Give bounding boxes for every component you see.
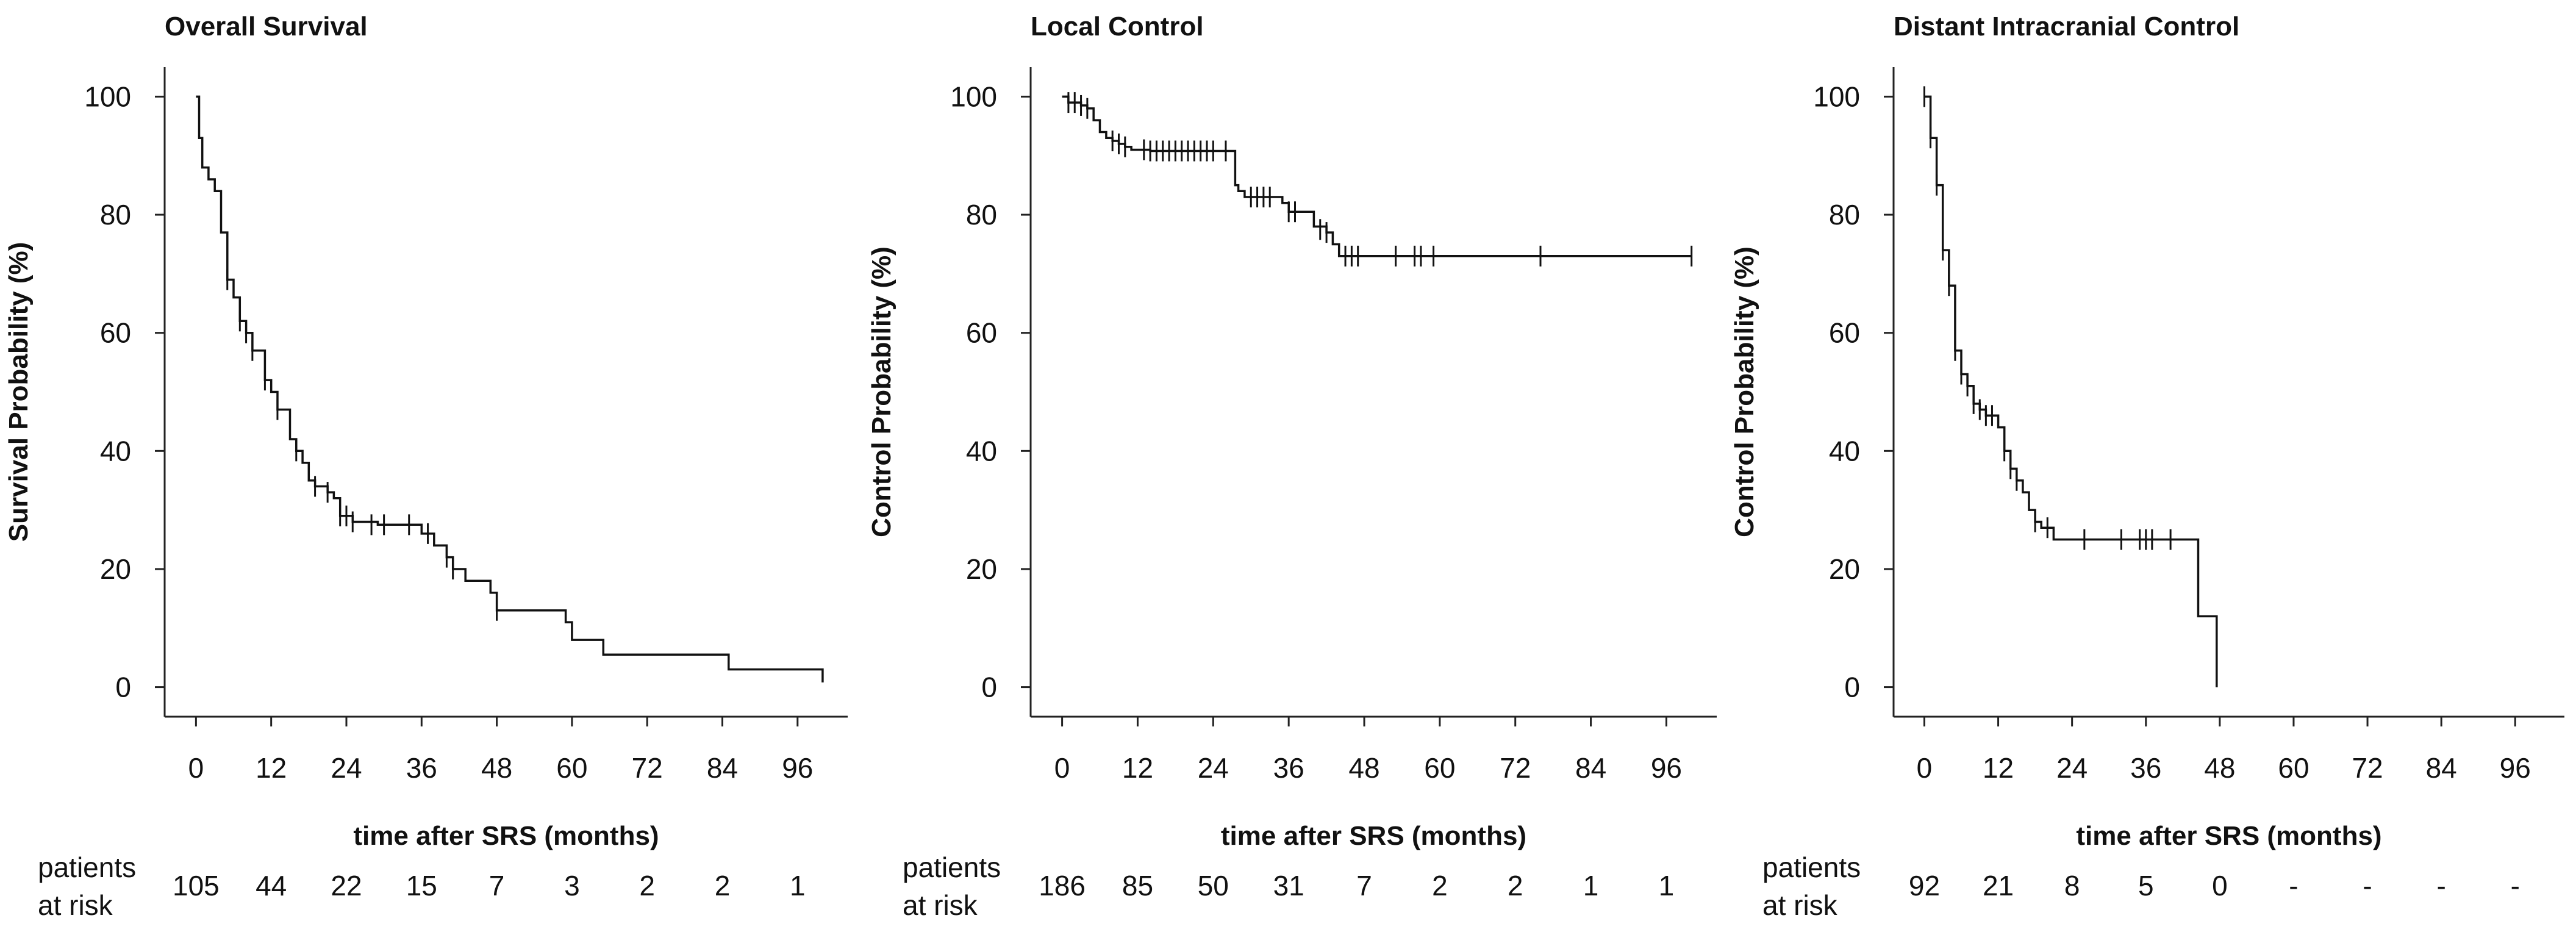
x-tick-label: 24 <box>2056 752 2088 784</box>
chart-title: Overall Survival <box>165 12 368 41</box>
at-risk-count: 1 <box>1583 870 1599 902</box>
at-risk-count: 15 <box>406 870 437 902</box>
y-tick-label: 40 <box>966 435 997 467</box>
chart-title: Distant Intracranial Control <box>1894 12 2239 41</box>
y-tick-label: 0 <box>981 672 997 703</box>
y-tick-label: 100 <box>1813 81 1860 112</box>
at-risk-label-line2: at risk <box>1762 889 1838 921</box>
at-risk-count: 1 <box>1659 870 1675 902</box>
x-tick-label: 12 <box>1122 752 1153 784</box>
at-risk-count: 105 <box>173 870 220 902</box>
at-risk-count: 31 <box>1273 870 1304 902</box>
at-risk-label-line2: at risk <box>903 889 978 921</box>
at-risk-count: 8 <box>2064 870 2080 902</box>
at-risk-count: 7 <box>1356 870 1372 902</box>
y-tick-label: 100 <box>950 81 997 112</box>
x-tick-label: 72 <box>1500 752 1531 784</box>
at-risk-count: 85 <box>1122 870 1153 902</box>
chart-title: Local Control <box>1031 12 1204 41</box>
x-tick-label: 36 <box>1273 752 1304 784</box>
at-risk-label-line1: patients <box>38 851 136 883</box>
x-tick-label: 60 <box>556 752 587 784</box>
at-risk-count: - <box>2363 870 2372 902</box>
x-tick-label: 96 <box>782 752 813 784</box>
x-tick-label: 72 <box>632 752 663 784</box>
x-tick-label: 48 <box>1348 752 1379 784</box>
y-tick-label: 20 <box>100 553 131 585</box>
x-tick-label: 0 <box>188 752 204 784</box>
x-tick-label: 60 <box>1424 752 1455 784</box>
y-tick-label: 0 <box>115 672 131 703</box>
y-tick-label: 80 <box>966 199 997 231</box>
x-tick-label: 48 <box>2204 752 2235 784</box>
at-risk-count: 3 <box>564 870 580 902</box>
y-tick-label: 0 <box>1844 672 1860 703</box>
y-tick-label: 80 <box>100 199 131 231</box>
x-tick-label: 72 <box>2352 752 2383 784</box>
at-risk-count: 2 <box>1508 870 1523 902</box>
at-risk-label-line2: at risk <box>38 889 113 921</box>
x-axis-title: time after SRS (months) <box>2076 821 2381 851</box>
at-risk-count: - <box>2289 870 2298 902</box>
x-tick-label: 84 <box>2426 752 2457 784</box>
x-tick-label: 96 <box>1651 752 1682 784</box>
at-risk-count: - <box>2437 870 2446 902</box>
x-tick-label: 12 <box>256 752 287 784</box>
x-tick-label: 84 <box>707 752 738 784</box>
at-risk-count: 2 <box>639 870 655 902</box>
y-axis-title: Survival Probability (%) <box>4 242 34 542</box>
at-risk-count: 2 <box>715 870 731 902</box>
x-tick-label: 12 <box>1983 752 2014 784</box>
at-risk-label-line1: patients <box>903 851 1001 883</box>
km-survival-curve <box>1924 95 2218 687</box>
x-tick-label: 48 <box>481 752 512 784</box>
y-tick-label: 80 <box>1829 199 1860 231</box>
y-tick-label: 40 <box>1829 435 1860 467</box>
y-tick-label: 20 <box>1829 553 1860 585</box>
at-risk-count: 22 <box>331 870 362 902</box>
chart-panel-1: Overall Survival020406080100010512442422… <box>4 12 848 921</box>
x-tick-label: 96 <box>2500 752 2531 784</box>
y-tick-label: 100 <box>84 81 131 112</box>
x-tick-label: 0 <box>1917 752 1933 784</box>
at-risk-count: 0 <box>2212 870 2228 902</box>
at-risk-count: 5 <box>2138 870 2154 902</box>
y-tick-label: 60 <box>100 317 131 349</box>
x-axis-title: time after SRS (months) <box>353 821 659 851</box>
at-risk-count: 7 <box>489 870 505 902</box>
at-risk-count: 1 <box>790 870 806 902</box>
chart-panel-2: Local Control020406080100018612852450363… <box>867 12 1717 921</box>
y-axis-title: Control Probability (%) <box>1730 246 1759 537</box>
y-tick-label: 60 <box>966 317 997 349</box>
x-tick-label: 24 <box>331 752 362 784</box>
at-risk-count: 50 <box>1198 870 1229 902</box>
x-tick-label: 84 <box>1575 752 1606 784</box>
x-tick-label: 36 <box>406 752 437 784</box>
y-tick-label: 60 <box>1829 317 1860 349</box>
at-risk-count: - <box>2511 870 2520 902</box>
at-risk-count: 21 <box>1983 870 2014 902</box>
at-risk-count: 186 <box>1039 870 1086 902</box>
at-risk-count: 2 <box>1432 870 1448 902</box>
at-risk-label-line1: patients <box>1762 851 1861 883</box>
y-axis-title: Control Probability (%) <box>867 246 896 537</box>
at-risk-count: 44 <box>256 870 287 902</box>
x-tick-label: 36 <box>2130 752 2161 784</box>
km-survival-curve <box>1062 95 1692 257</box>
at-risk-count: 92 <box>1909 870 1940 902</box>
y-tick-label: 40 <box>100 435 131 467</box>
x-tick-label: 0 <box>1054 752 1070 784</box>
y-tick-label: 20 <box>966 553 997 585</box>
chart-panel-3: Distant Intracranial Control020406080100… <box>1730 12 2564 921</box>
x-tick-label: 24 <box>1198 752 1229 784</box>
x-axis-title: time after SRS (months) <box>1221 821 1526 851</box>
km-survival-curve <box>196 95 824 683</box>
x-tick-label: 60 <box>2278 752 2309 784</box>
